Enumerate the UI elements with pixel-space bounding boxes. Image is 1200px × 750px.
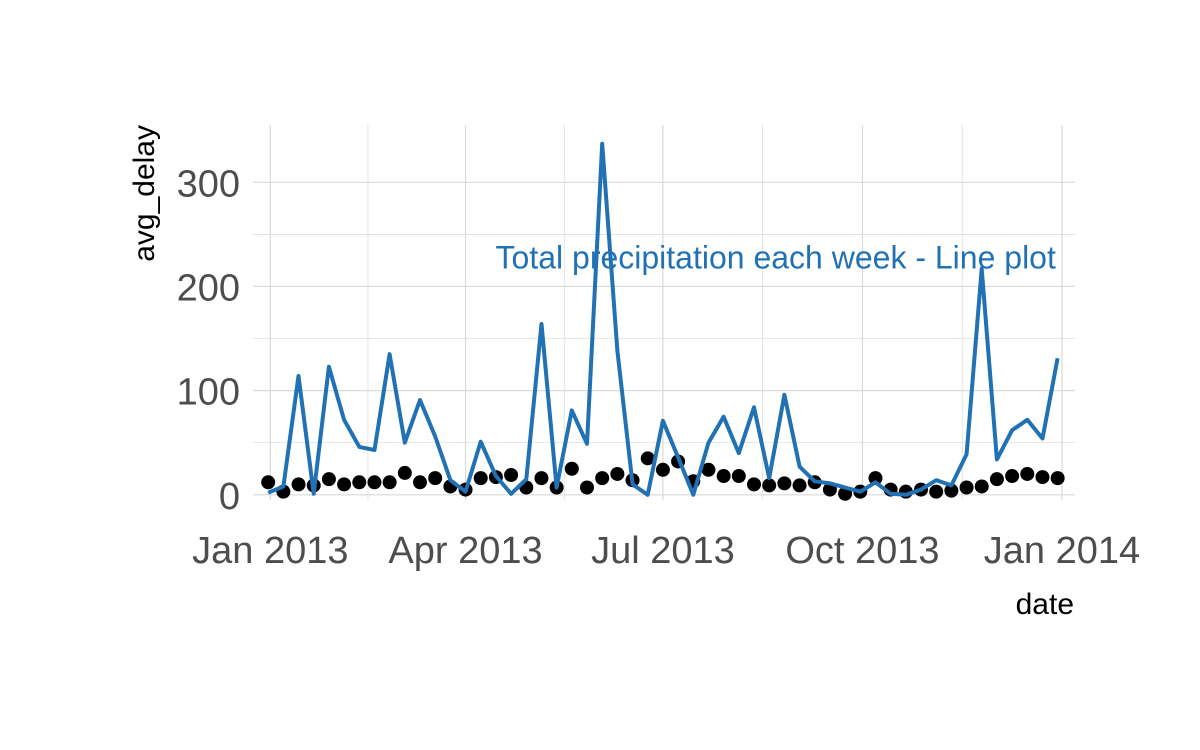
data-point bbox=[580, 480, 595, 495]
data-point bbox=[731, 469, 746, 484]
data-point bbox=[792, 478, 807, 493]
x-tick-label: Jan 2013 bbox=[192, 530, 348, 572]
data-point bbox=[1050, 471, 1065, 486]
data-point bbox=[701, 462, 716, 477]
data-point bbox=[367, 475, 382, 490]
data-point bbox=[1005, 469, 1020, 484]
data-point bbox=[929, 484, 944, 499]
data-point bbox=[291, 477, 306, 492]
grid-major bbox=[253, 125, 1075, 500]
series-line bbox=[267, 141, 1060, 497]
y-tick-label: 300 bbox=[177, 163, 240, 205]
data-point bbox=[534, 471, 549, 486]
data-point bbox=[504, 468, 519, 482]
data-point bbox=[944, 483, 959, 498]
data-point bbox=[747, 477, 762, 492]
data-point bbox=[610, 466, 625, 481]
data-point bbox=[868, 471, 883, 486]
data-point bbox=[428, 471, 443, 486]
x-axis-title: date bbox=[1016, 588, 1074, 621]
data-point bbox=[640, 451, 655, 466]
annotation: Total precipitation each week - Line plo… bbox=[496, 239, 1056, 275]
x-tick-labels: Jan 2013 Apr 2013 Jul 2013 Oct 2013 Jan 2014 bbox=[192, 530, 1140, 572]
data-point bbox=[762, 478, 777, 493]
x-tick-label: Jul 2013 bbox=[591, 530, 735, 572]
y-axis-title: avg_delay bbox=[128, 125, 161, 262]
data-point bbox=[261, 475, 276, 490]
data-point bbox=[321, 472, 336, 487]
data-point bbox=[716, 469, 731, 484]
data-point bbox=[1020, 466, 1035, 481]
y-tick-labels: 0 100 200 300 bbox=[177, 163, 240, 517]
x-tick-label: Apr 2013 bbox=[388, 530, 542, 572]
data-point bbox=[974, 479, 989, 494]
data-point bbox=[1035, 470, 1050, 485]
x-tick-label: Jan 2014 bbox=[984, 530, 1140, 572]
data-point bbox=[777, 476, 792, 491]
x-tick-label: Oct 2013 bbox=[785, 530, 939, 572]
data-point bbox=[382, 475, 397, 490]
data-point bbox=[473, 471, 488, 486]
data-point bbox=[595, 471, 610, 486]
data-point bbox=[655, 462, 670, 477]
data-point bbox=[337, 477, 352, 492]
y-tick-label: 100 bbox=[177, 372, 240, 414]
y-tick-label: 200 bbox=[177, 267, 240, 309]
data-point bbox=[397, 465, 412, 480]
data-point bbox=[989, 472, 1004, 487]
data-point bbox=[413, 475, 428, 490]
data-point bbox=[564, 461, 579, 476]
y-tick-label: 0 bbox=[219, 476, 240, 518]
data-point bbox=[959, 480, 974, 495]
grid-minor bbox=[253, 125, 1075, 500]
data-point bbox=[352, 475, 367, 490]
